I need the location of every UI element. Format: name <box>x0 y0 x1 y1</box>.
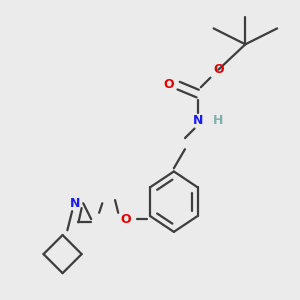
Text: O: O <box>164 77 174 91</box>
Text: H: H <box>213 114 224 127</box>
Text: O: O <box>121 213 131 226</box>
Text: O: O <box>213 63 224 76</box>
Text: N: N <box>70 197 80 210</box>
Text: N: N <box>193 114 203 127</box>
